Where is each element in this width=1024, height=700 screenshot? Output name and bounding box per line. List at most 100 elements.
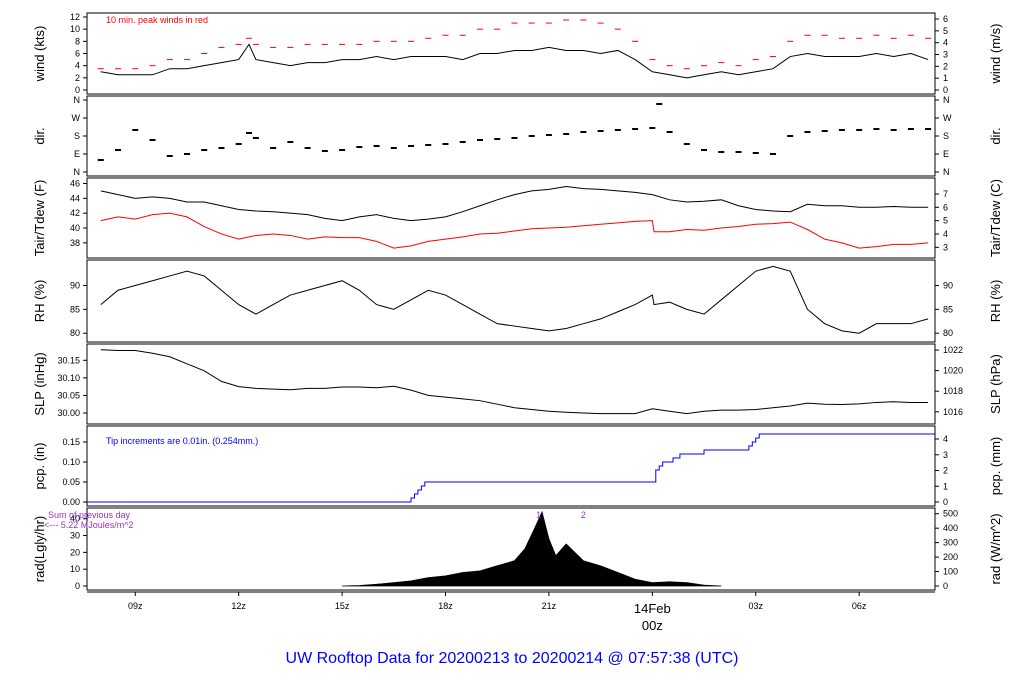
temp-Tair-line [100,185,929,222]
wind-right-tick-label: 4 [943,38,948,48]
pcp-left-tick-label: 0.00 [62,497,80,507]
rad-right-tick-label: 300 [943,538,958,548]
slp-left-tick-label: 30.15 [57,355,80,365]
rad-right-tick-label: 100 [943,567,958,577]
temp-left-tick-label: 46 [70,178,80,188]
pcp-ylabel-right: pcp. (mm) [988,437,1003,496]
wind-right-tick-label: 1 [943,73,948,83]
rh-right-tick-label: 80 [943,328,953,338]
wind-right-tick-label: 6 [943,14,948,24]
rh-right-tick-label: 85 [943,304,953,314]
x-tick-label: 06z [852,601,867,611]
rad-right-tick-label: 0 [943,581,948,591]
pcp-right-tick-label: 2 [943,466,948,476]
x-tick-label: 21z [542,601,557,611]
pcp-right-tick-label: 3 [943,450,948,460]
temp-right-tick-label: 4 [943,229,948,239]
temp-right-tick-label: 6 [943,202,948,212]
pcp-line [87,433,935,503]
pcp-left-tick-label: 0.15 [62,437,80,447]
dir-right-tick-label: N [943,167,950,177]
slp-left-tick-label: 30.05 [57,390,80,400]
rad-sum-value: <--- 5.22 MJoules/m^2 [44,520,134,530]
x-day-label: 14Feb [634,601,671,616]
x-tick-label: 09z [128,601,143,611]
temp-ylabel-right: Tair/Tdew (C) [988,179,1003,257]
dir-left-tick-label: S [74,131,80,141]
slp-ylabel-right: SLP (hPa) [988,354,1003,414]
rad-right-tick-label: 200 [943,552,958,562]
rh-left-tick-label: 90 [70,280,80,290]
dir-ylabel-right: dir. [988,127,1003,144]
slp-left-tick-label: 30.00 [57,408,80,418]
dir-right-tick-label: E [943,149,949,159]
figure-title: UW Rooftop Data for 20200213 to 20200214… [285,650,739,667]
pcp-ylabel-left: pcp. (in) [32,443,47,490]
rad-left-tick-label: 0 [75,581,80,591]
dir-ylabel-left: dir. [32,127,47,144]
wind-right-tick-label: 0 [943,85,948,95]
pcp-annotation: Tip increments are 0.01in. (0.254mm.) [106,436,258,446]
dir-left-tick-label: E [74,149,80,159]
rh-RH-line [100,265,929,334]
temp-left-tick-label: 40 [70,223,80,233]
x-tick-label: 12z [231,601,246,611]
temp-right-tick-label: 7 [943,189,948,199]
dir-right-tick-label: W [943,113,952,123]
pcp-left-tick-label: 0.10 [62,457,80,467]
wind-left-tick-label: 0 [75,85,80,95]
pcp-left-tick-label: 0.05 [62,477,80,487]
rad-right-tick-label: 500 [943,509,958,519]
wind-left-tick-label: 12 [70,12,80,22]
rad-panel-frame [86,507,936,591]
wind-left-tick-label: 2 [75,73,80,83]
wind-ylabel-left: wind (kts) [32,26,47,83]
wind-right-tick-label: 2 [943,61,948,71]
rad-marker-label: 2 [581,510,586,520]
temp-Tdew-line [100,212,929,249]
wind-ylabel-right: wind (m/s) [988,24,1003,85]
rad-left-tick-label: 30 [70,531,80,541]
temp-panel-frame [86,177,936,259]
pcp-right-tick-label: 4 [943,434,948,444]
slp-right-tick-label: 1022 [943,345,963,355]
rad-ylabel-right: rad (W/m^2) [988,513,1003,584]
rh-ylabel-left: RH (%) [32,280,47,323]
rad-sum-label: Sum of previous day [48,510,131,520]
temp-left-tick-label: 44 [70,193,80,203]
wind-left-tick-label: 4 [75,61,80,71]
wind-wind-speed-line [100,43,929,79]
rh-left-tick-label: 80 [70,328,80,338]
rh-right-tick-label: 90 [943,280,953,290]
rad-left-tick-label: 40 [70,514,80,524]
x-tick-label: 03z [748,601,763,611]
dir-left-tick-label: N [74,167,81,177]
wind-left-tick-label: 10 [70,24,80,34]
rad-left-tick-label: 20 [70,547,80,557]
slp-right-tick-label: 1020 [943,366,963,376]
slp-SLP-line [100,349,929,415]
rad-marker-label: 1 [536,510,541,520]
wind-left-tick-label: 8 [75,36,80,46]
temp-left-tick-label: 42 [70,208,80,218]
temp-left-tick-label: 38 [70,238,80,248]
dir-left-tick-label: W [72,113,81,123]
x-tick-label: 15z [335,601,350,611]
temp-ylabel-left: Tair/Tdew (F) [32,180,47,257]
wind-annotation: 10 min. peak winds in red [106,15,208,25]
dir-right-tick-label: S [943,131,949,141]
wind-left-tick-label: 6 [75,49,80,59]
slp-right-tick-label: 1018 [943,386,963,396]
x-tick-label: 18z [438,601,453,611]
pcp-panel-frame [86,425,936,507]
temp-right-tick-label: 5 [943,216,948,226]
rad-ylabel-left: rad(Lgly/hr) [32,516,47,582]
dir-right-tick-label: N [943,95,950,105]
rh-ylabel-right: RH (%) [988,280,1003,323]
slp-left-tick-label: 30.10 [57,373,80,383]
rh-panel-frame [86,259,936,343]
pcp-right-tick-label: 1 [943,481,948,491]
slp-right-tick-label: 1016 [943,407,963,417]
